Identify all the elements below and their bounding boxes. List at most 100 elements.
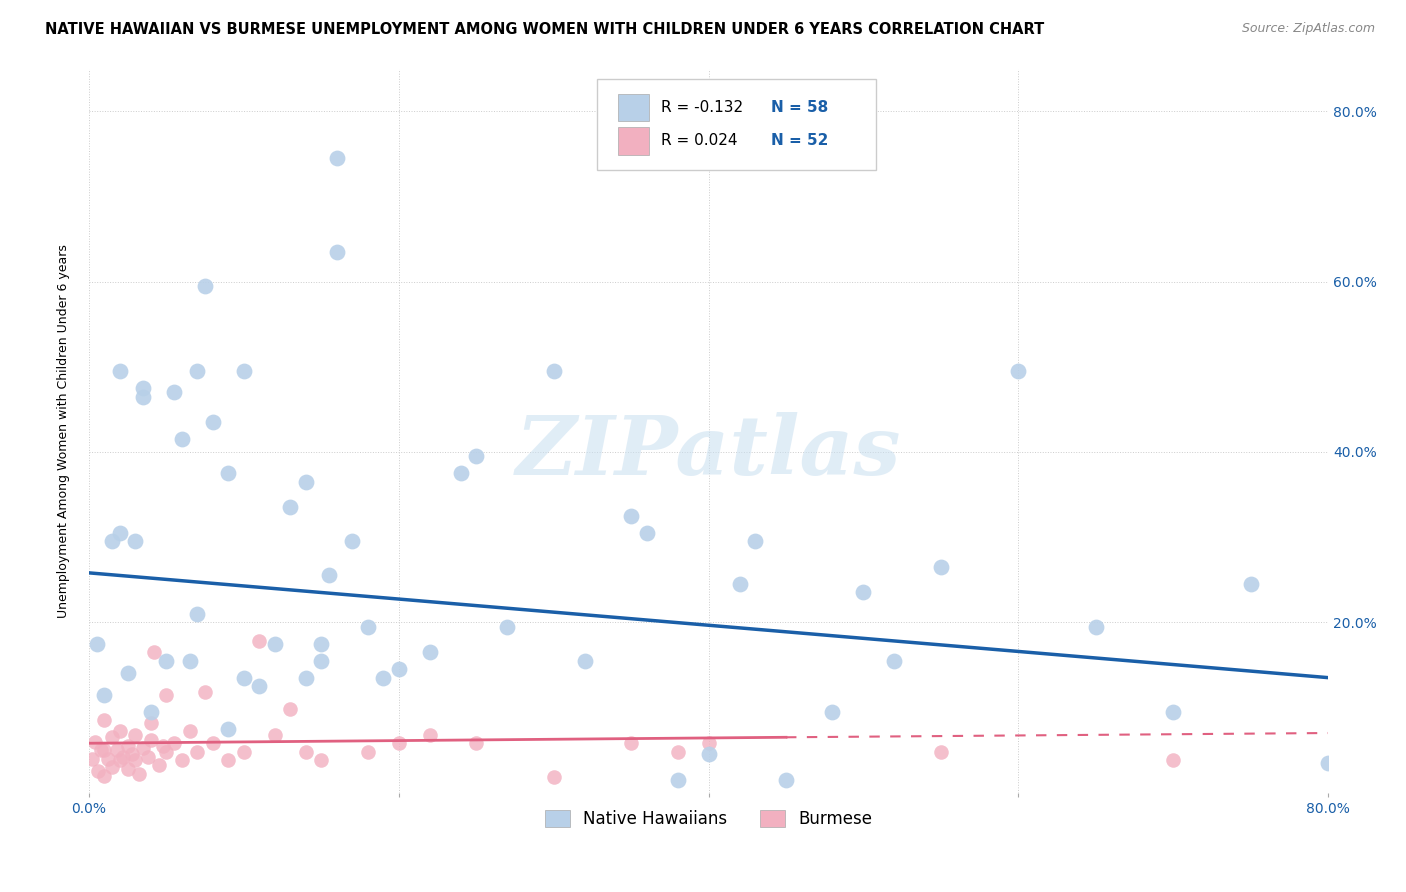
- Point: [294, 745, 316, 759]
- Point: [163, 736, 186, 750]
- Legend: Native Hawaiians, Burmese: Native Hawaiians, Burmese: [538, 804, 879, 835]
- Point: [96, 751, 118, 765]
- Point: [1161, 705, 1184, 719]
- Point: [186, 745, 208, 759]
- Point: [636, 525, 658, 540]
- Point: [666, 745, 689, 759]
- Point: [217, 753, 239, 767]
- Point: [247, 634, 270, 648]
- Point: [311, 753, 333, 767]
- Point: [132, 390, 155, 404]
- Point: [357, 745, 380, 759]
- Point: [101, 731, 124, 745]
- FancyBboxPatch shape: [619, 128, 650, 154]
- Text: Source: ZipAtlas.com: Source: ZipAtlas.com: [1241, 22, 1375, 36]
- Point: [247, 679, 270, 693]
- Point: [294, 671, 316, 685]
- Point: [148, 758, 170, 772]
- Point: [179, 654, 201, 668]
- Point: [357, 619, 380, 633]
- Point: [124, 534, 146, 549]
- Point: [101, 760, 124, 774]
- Point: [93, 688, 115, 702]
- Point: [170, 432, 193, 446]
- Point: [87, 764, 110, 779]
- Text: N = 52: N = 52: [770, 134, 828, 148]
- Point: [117, 762, 139, 776]
- Point: [1161, 753, 1184, 767]
- Point: [194, 278, 217, 293]
- Point: [84, 734, 107, 748]
- Point: [450, 466, 472, 480]
- Point: [278, 500, 301, 515]
- Point: [294, 475, 316, 489]
- Point: [143, 645, 166, 659]
- Point: [186, 364, 208, 378]
- Point: [90, 743, 112, 757]
- FancyBboxPatch shape: [598, 79, 876, 169]
- Point: [121, 747, 143, 762]
- Point: [388, 736, 411, 750]
- FancyBboxPatch shape: [619, 94, 650, 121]
- Point: [108, 724, 131, 739]
- Point: [929, 745, 952, 759]
- Point: [217, 722, 239, 736]
- Point: [728, 577, 751, 591]
- Point: [194, 685, 217, 699]
- Text: N = 58: N = 58: [770, 100, 828, 115]
- Point: [311, 636, 333, 650]
- Point: [128, 767, 150, 781]
- Point: [373, 671, 395, 685]
- Text: NATIVE HAWAIIAN VS BURMESE UNEMPLOYMENT AMONG WOMEN WITH CHILDREN UNDER 6 YEARS : NATIVE HAWAIIAN VS BURMESE UNEMPLOYMENT …: [45, 22, 1045, 37]
- Point: [1240, 577, 1263, 591]
- Point: [342, 534, 364, 549]
- Point: [543, 770, 565, 784]
- Point: [1317, 756, 1340, 770]
- Point: [139, 705, 162, 719]
- Point: [163, 385, 186, 400]
- Point: [132, 381, 155, 395]
- Point: [1084, 619, 1107, 633]
- Point: [388, 662, 411, 676]
- Point: [419, 645, 441, 659]
- Point: [155, 745, 177, 759]
- Point: [217, 466, 239, 480]
- Point: [93, 743, 115, 757]
- Point: [108, 525, 131, 540]
- Point: [232, 671, 254, 685]
- Point: [155, 688, 177, 702]
- Point: [465, 736, 488, 750]
- Point: [201, 415, 224, 429]
- Point: [883, 654, 905, 668]
- Point: [232, 745, 254, 759]
- Point: [496, 619, 519, 633]
- Text: ZIPatlas: ZIPatlas: [516, 412, 901, 492]
- Point: [139, 715, 162, 730]
- Point: [697, 736, 720, 750]
- Point: [697, 747, 720, 762]
- Point: [80, 751, 103, 765]
- Point: [124, 728, 146, 742]
- Point: [136, 750, 159, 764]
- Point: [108, 753, 131, 767]
- Point: [139, 732, 162, 747]
- Text: R = -0.132: R = -0.132: [661, 100, 744, 115]
- Point: [232, 364, 254, 378]
- Point: [543, 364, 565, 378]
- Point: [311, 654, 333, 668]
- Point: [108, 364, 131, 378]
- Point: [117, 666, 139, 681]
- Point: [170, 753, 193, 767]
- Point: [821, 705, 844, 719]
- Point: [117, 739, 139, 753]
- Point: [201, 736, 224, 750]
- Point: [86, 636, 108, 650]
- Point: [155, 654, 177, 668]
- Point: [620, 508, 643, 523]
- Point: [93, 713, 115, 727]
- Point: [465, 449, 488, 463]
- Point: [105, 743, 128, 757]
- Point: [152, 739, 174, 753]
- Point: [929, 560, 952, 574]
- Point: [186, 607, 208, 621]
